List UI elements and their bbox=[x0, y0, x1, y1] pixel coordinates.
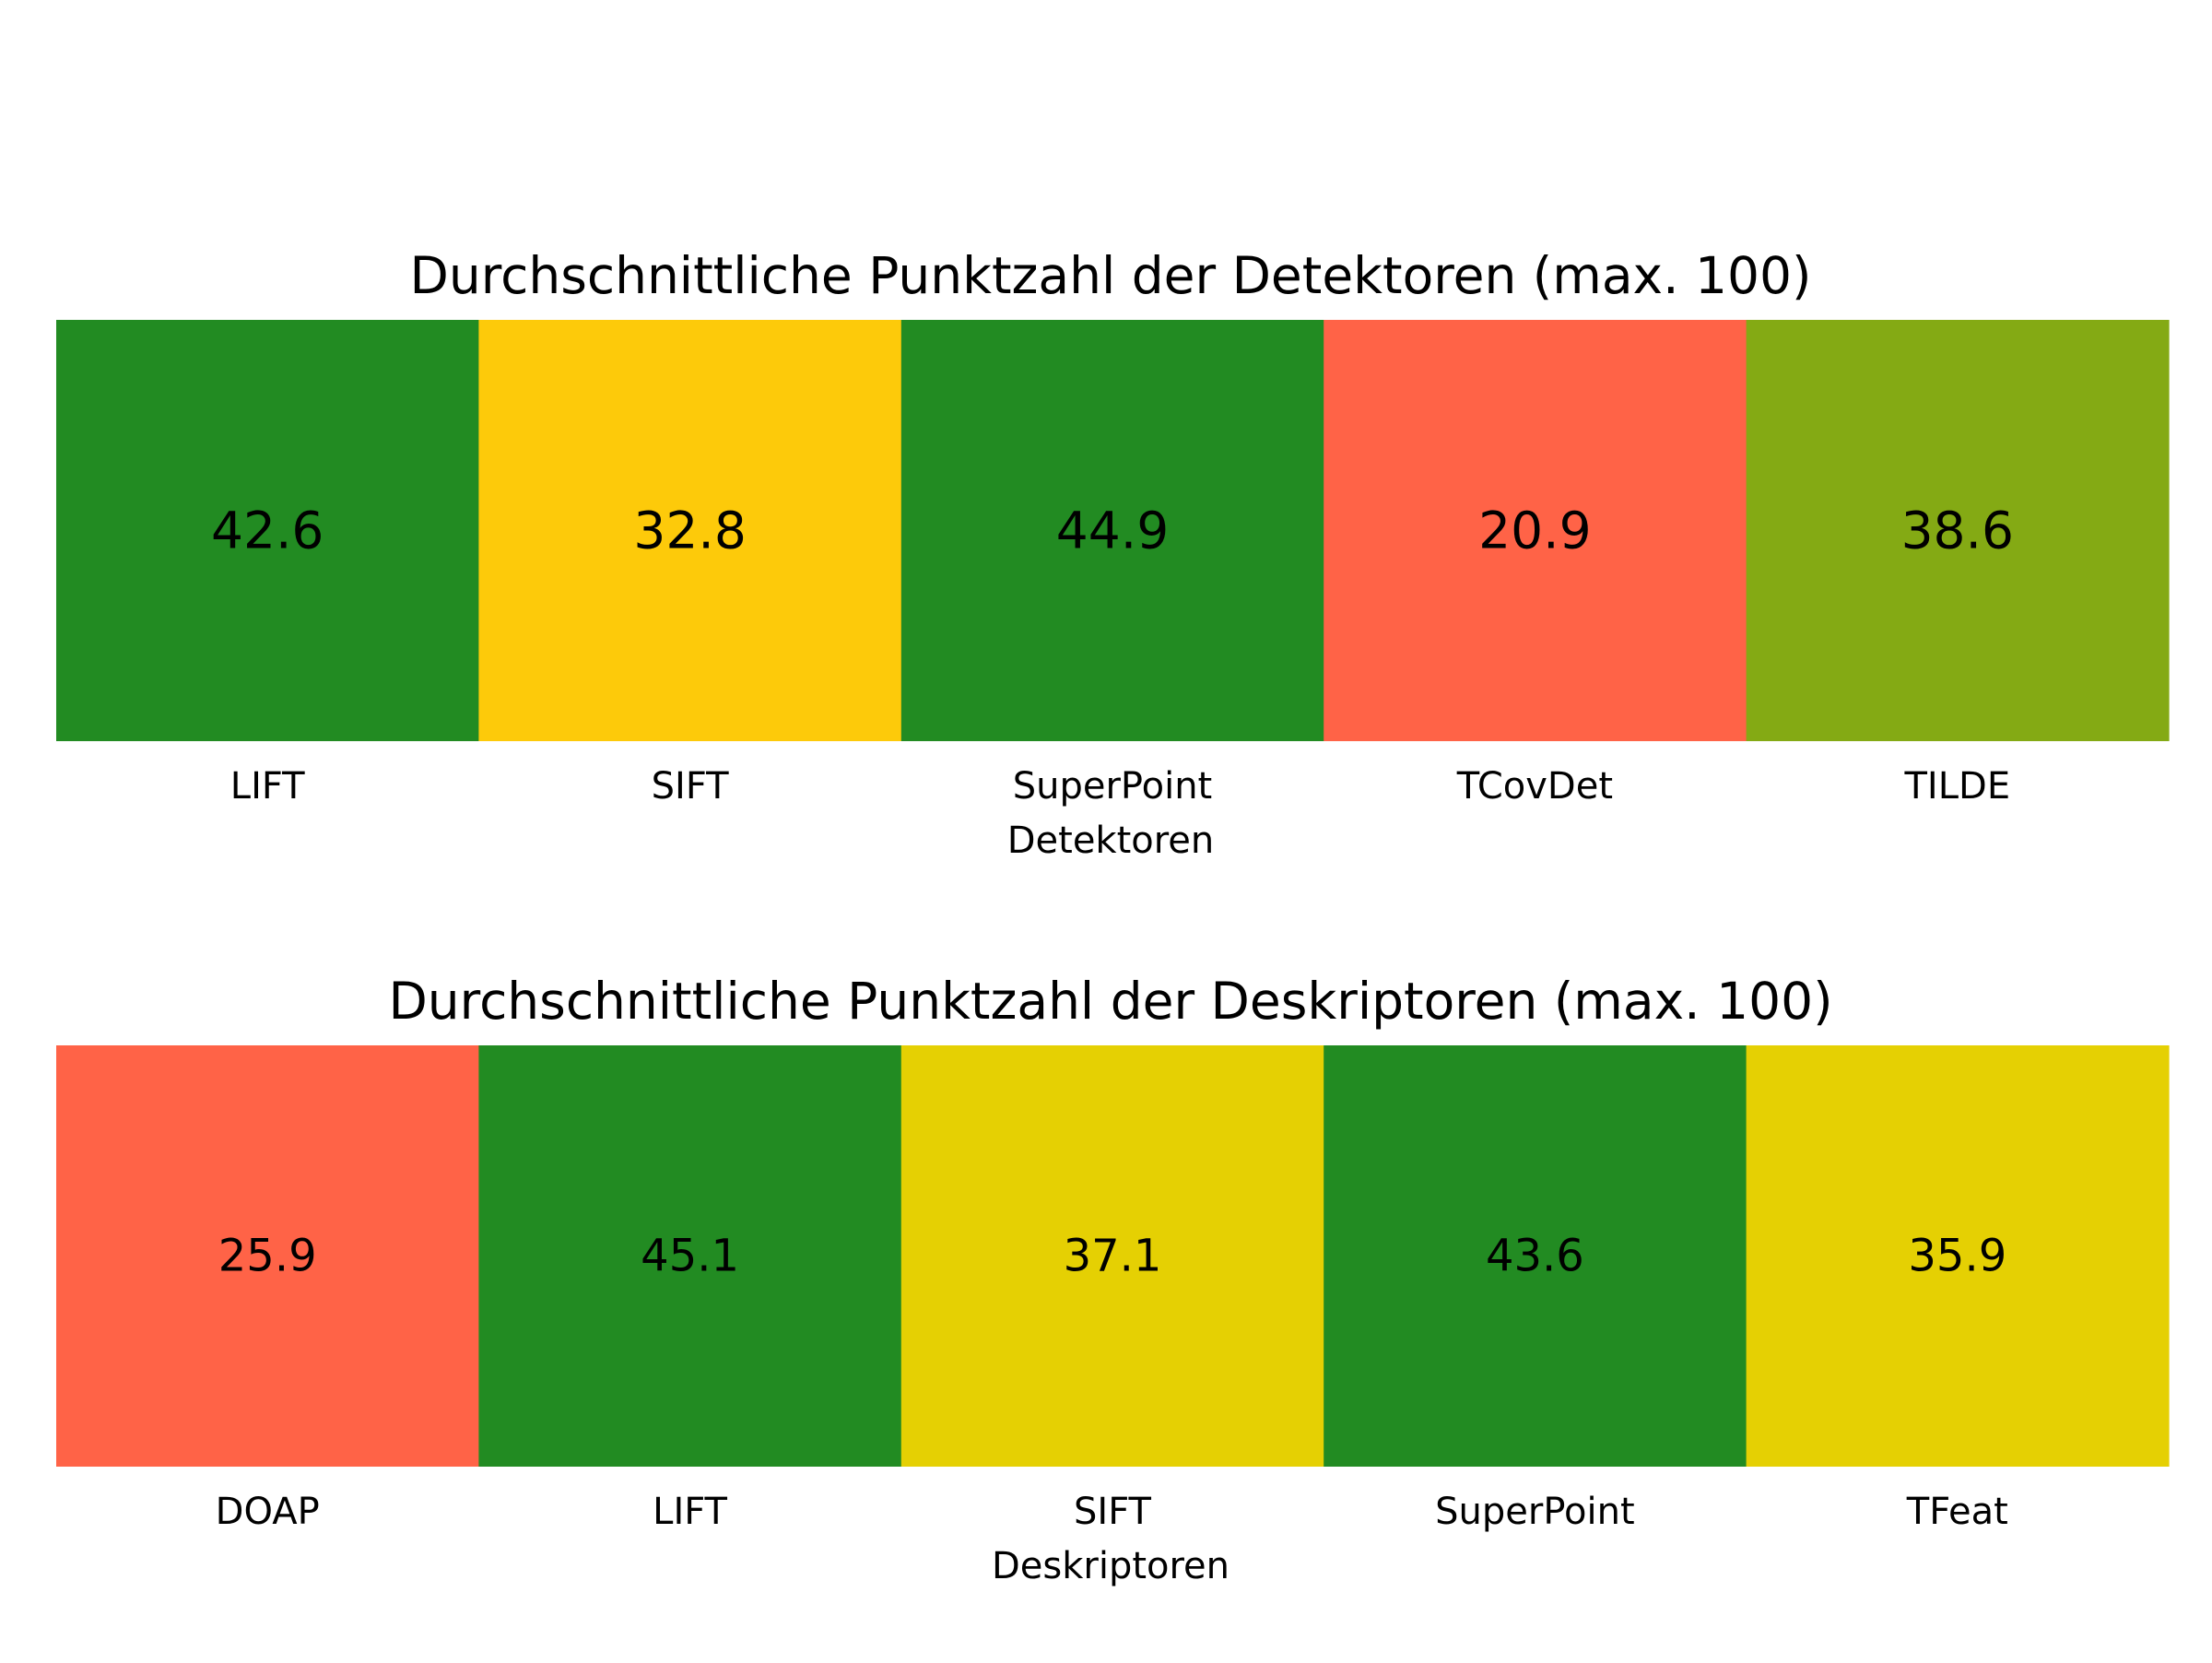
detektoren-x-axis-label: Detektoren bbox=[1007, 820, 1215, 862]
detektoren-title: Durchschnittliche Punktzahl der Detektor… bbox=[409, 246, 1811, 305]
detektoren-cell-sift bbox=[478, 320, 902, 741]
detektoren-cell-lift bbox=[56, 320, 479, 741]
deskriptoren-x-axis-label: Deskriptoren bbox=[992, 1545, 1230, 1587]
deskriptoren-value-label-doap: 25.9 bbox=[218, 1231, 317, 1282]
deskriptoren-cell-lift bbox=[478, 1045, 902, 1467]
detektoren-cell-superpoint bbox=[900, 320, 1324, 741]
deskriptoren-panel: Durchschnittliche Punktzahl der Deskript… bbox=[56, 972, 2170, 1587]
deskriptoren-tick-label-tfeat: TFeat bbox=[1906, 1491, 2008, 1533]
detektoren-cells: 42.6 LIFT 32.8 SIFT 44.9 SuperPoint 20.9 TCovDe… bbox=[56, 320, 2170, 808]
detektoren-cell-tilde bbox=[1746, 320, 2170, 741]
deskriptoren-cell-doap bbox=[56, 1045, 479, 1467]
deskriptoren-tick-label-sift: SIFT bbox=[1074, 1491, 1151, 1533]
detektoren-cell-tcovdet bbox=[1324, 320, 1747, 741]
detektoren-tick-label-lift: LIFT bbox=[230, 765, 305, 808]
deskriptoren-value-label-lift: 45.1 bbox=[641, 1231, 739, 1282]
deskriptoren-tick-label-lift: LIFT bbox=[653, 1491, 727, 1533]
deskriptoren-value-label-tfeat: 35.9 bbox=[1908, 1231, 2006, 1282]
deskriptoren-cells: 25.9 DOAP 45.1 LIFT 37.1 SIFT 43.6 SuperPoint 35… bbox=[56, 1045, 2170, 1533]
deskriptoren-cell-tfeat bbox=[1746, 1045, 2170, 1467]
detektoren-value-label-sift: 32.8 bbox=[633, 501, 746, 560]
detektoren-panel: Durchschnittliche Punktzahl der Detektor… bbox=[56, 246, 2170, 862]
deskriptoren-value-label-superpoint: 43.6 bbox=[1486, 1231, 1584, 1282]
detektoren-value-label-superpoint: 44.9 bbox=[1056, 501, 1169, 560]
deskriptoren-value-label-sift: 37.1 bbox=[1064, 1231, 1162, 1282]
detektoren-tick-label-superpoint: SuperPoint bbox=[1013, 765, 1213, 808]
deskriptoren-tick-label-doap: DOAP bbox=[216, 1491, 320, 1533]
detektoren-tick-label-tcovdet: TCovDet bbox=[1456, 765, 1613, 808]
deskriptoren-title: Durchschnittliche Punktzahl der Deskript… bbox=[388, 972, 1832, 1031]
detektoren-tick-label-tilde: TILDE bbox=[1904, 765, 2011, 808]
deskriptoren-tick-label-superpoint: SuperPoint bbox=[1435, 1491, 1635, 1533]
detektoren-value-label-lift: 42.6 bbox=[211, 501, 324, 560]
deskriptoren-cell-superpoint bbox=[1324, 1045, 1747, 1467]
deskriptoren-cell-sift bbox=[900, 1045, 1324, 1467]
detektoren-value-label-tilde: 38.6 bbox=[1901, 501, 2014, 560]
detektoren-tick-label-sift: SIFT bbox=[652, 765, 729, 808]
detektoren-value-label-tcovdet: 20.9 bbox=[1478, 501, 1591, 560]
